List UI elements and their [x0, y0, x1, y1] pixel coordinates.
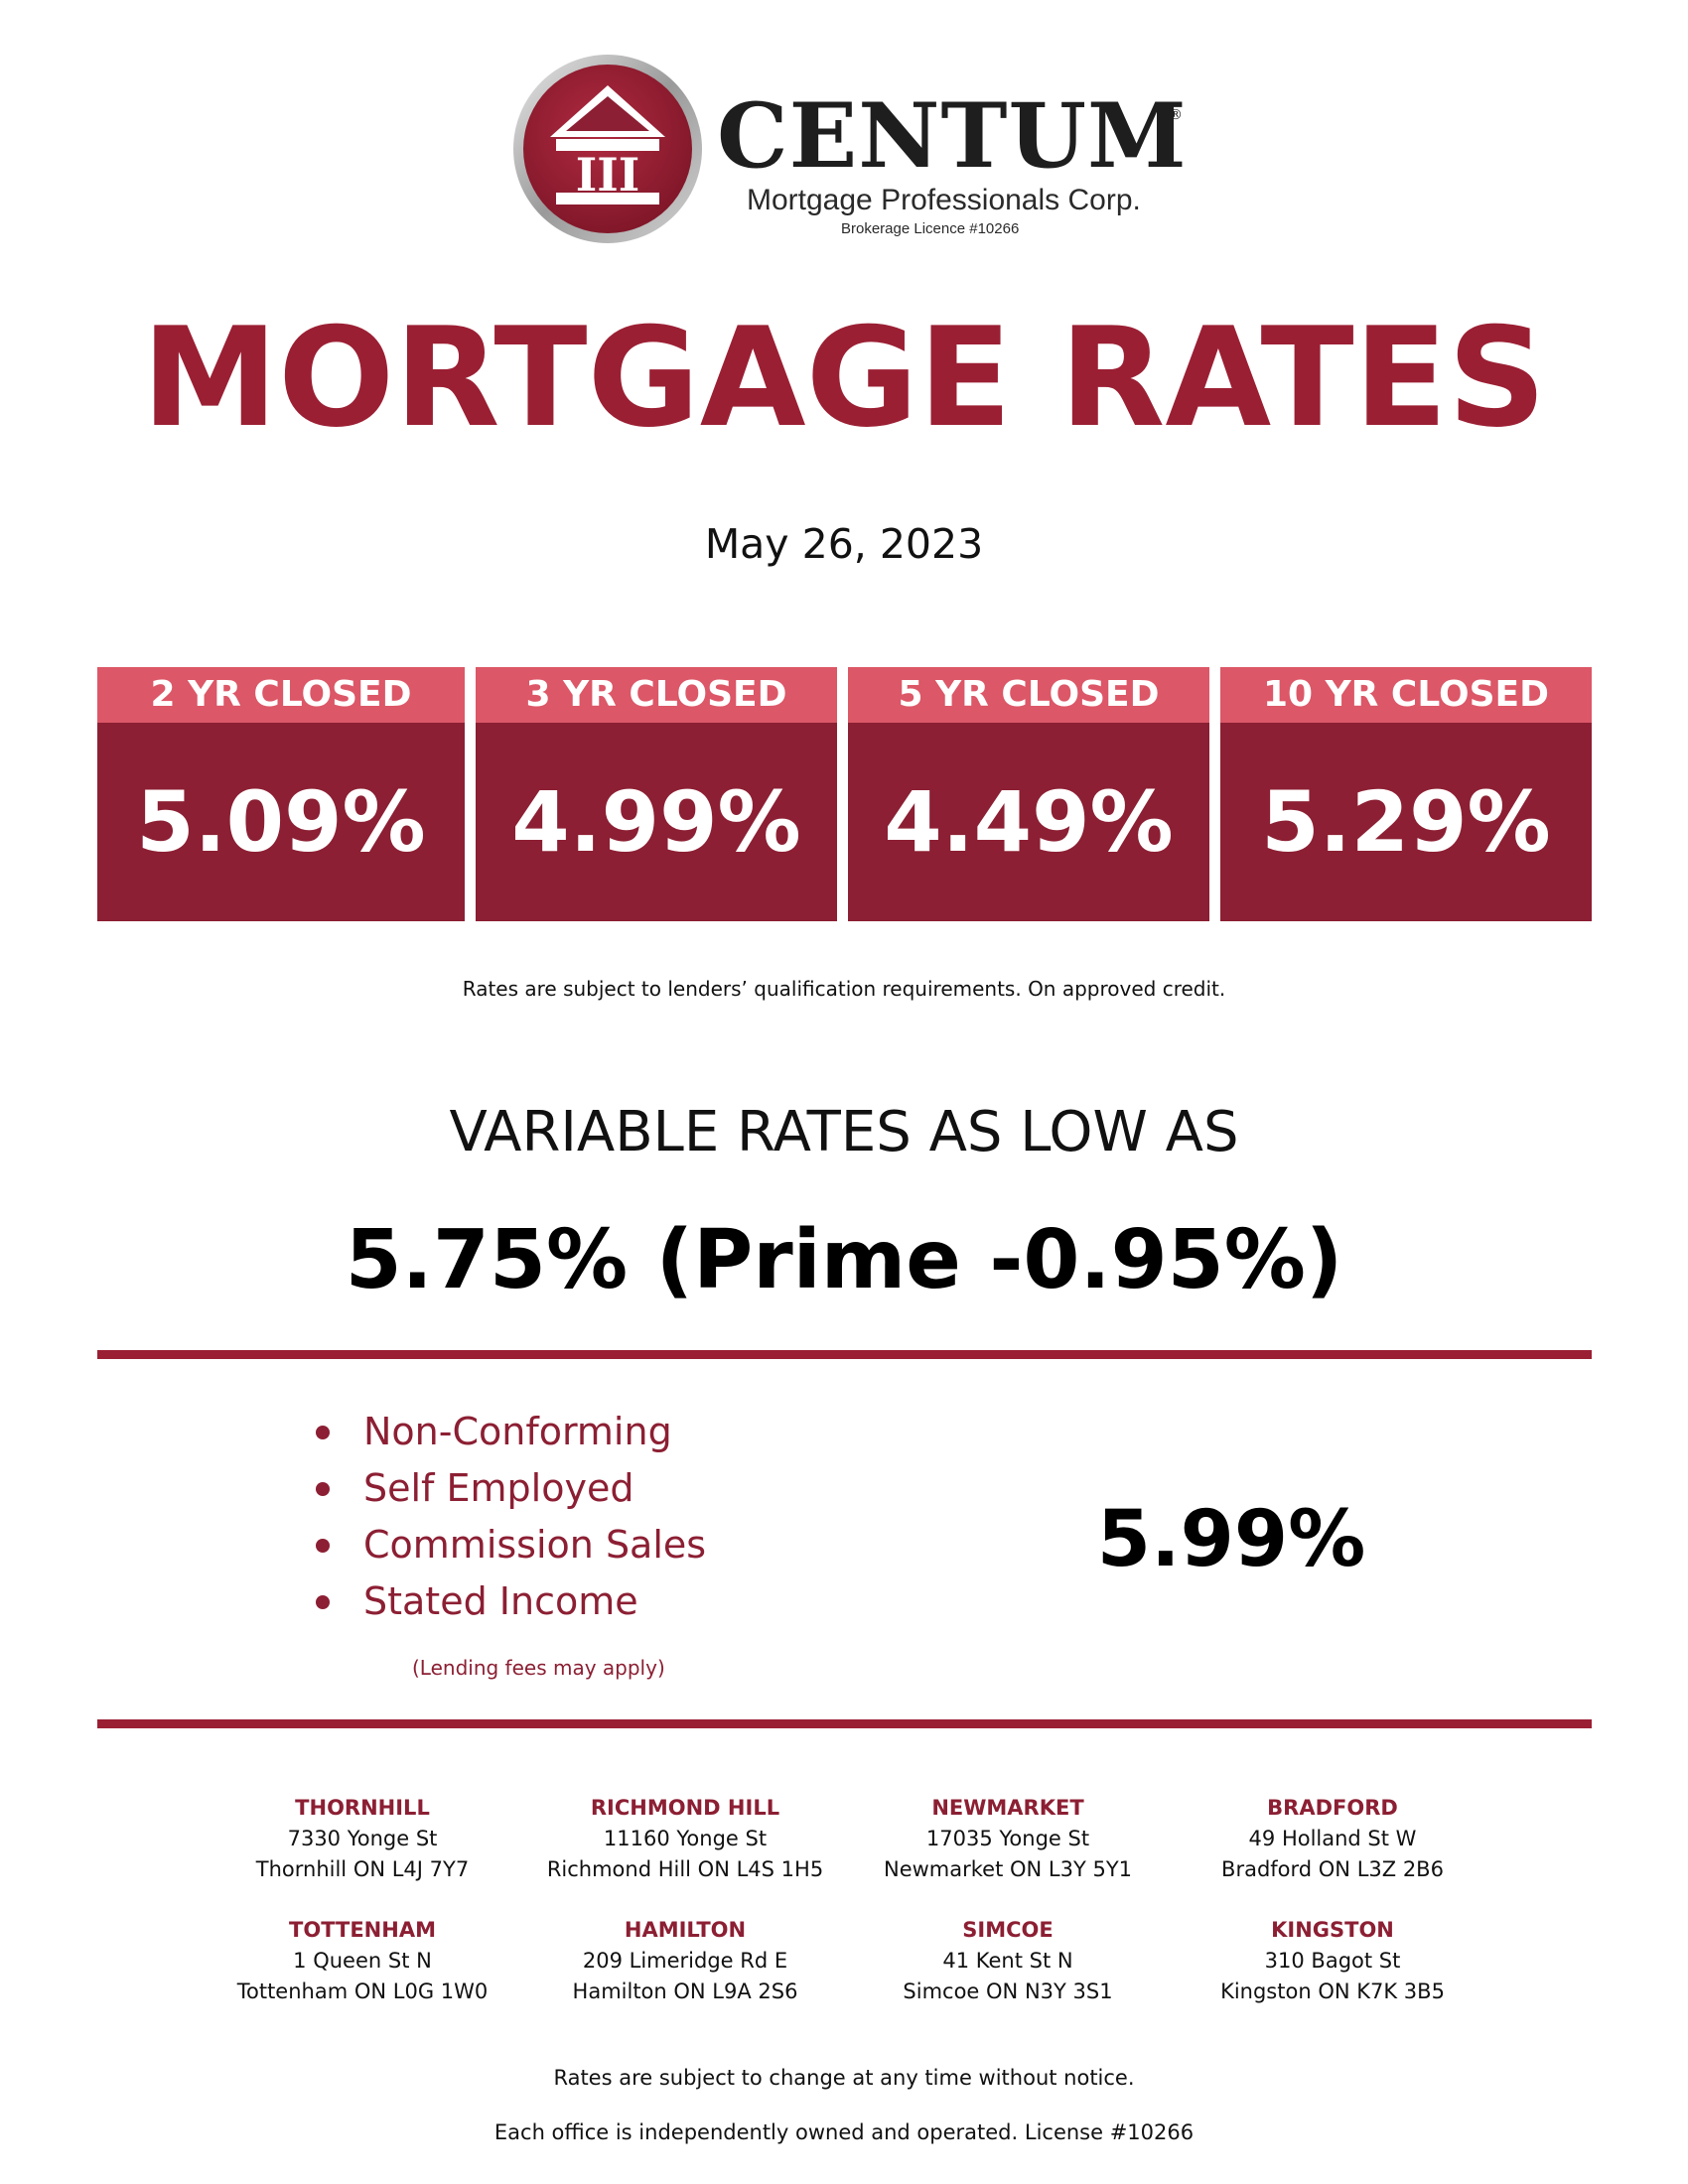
rate-card-10yr: 10 YR CLOSED 5.29%: [1220, 667, 1592, 921]
office-street: 1 Queen St N: [293, 1949, 432, 1973]
office-city: Hamilton ON L9A 2S6: [572, 1979, 798, 2003]
emblem-text: III: [576, 148, 640, 202]
ownership-notice: Each office is independently owned and o…: [493, 2120, 1195, 2144]
rate-value: 5.29%: [1261, 773, 1551, 871]
centum-logo: III CENTUM ® Mortgage Professionals Corp…: [508, 50, 1203, 248]
program-label: Stated Income: [363, 1579, 638, 1623]
office-street: 49 Holland St W: [1248, 1827, 1417, 1850]
program-label: Commission Sales: [363, 1523, 707, 1567]
program-label: Self Employed: [363, 1466, 634, 1510]
page-title: MORTGAGE RATES: [141, 298, 1547, 458]
office-street: 209 Limeridge Rd E: [582, 1949, 788, 1973]
office-name: THORNHILL: [295, 1796, 430, 1820]
office-city: Richmond Hill ON L4S 1H5: [546, 1857, 824, 1881]
office-tottenham: TOTTENHAM 1 Queen St N Tottenham ON L0G …: [194, 1915, 531, 2007]
program-label: Non-Conforming: [363, 1410, 672, 1453]
office-bradford: BRADFORD 49 Holland St W Bradford ON L3Z…: [1164, 1793, 1501, 1885]
special-program-rate: 5.99%: [1096, 1495, 1366, 1584]
rate-card-2yr: 2 YR CLOSED 5.09%: [97, 667, 465, 921]
rate-term: 5 YR CLOSED: [848, 667, 1209, 723]
rates-disclaimer: Rates are subject to lenders’ qualificat…: [462, 977, 1226, 1001]
brand-name: CENTUM: [717, 83, 1188, 189]
office-city: Tottenham ON L0G 1W0: [236, 1979, 489, 2003]
brand-subtitle: Mortgage Professionals Corp.: [747, 184, 1141, 216]
office-city: Thornhill ON L4J 7Y7: [255, 1857, 470, 1881]
variable-rates-heading: VARIABLE RATES AS LOW AS: [449, 1100, 1239, 1164]
office-street: 11160 Yonge St: [603, 1827, 768, 1850]
office-hamilton: HAMILTON 209 Limeridge Rd E Hamilton ON …: [516, 1915, 854, 2007]
rate-value: 4.49%: [884, 773, 1174, 871]
office-name: KINGSTON: [1271, 1918, 1394, 1942]
office-street: 41 Kent St N: [942, 1949, 1073, 1973]
office-name: RICHMOND HILL: [590, 1796, 780, 1820]
office-name: NEWMARKET: [931, 1796, 1084, 1820]
office-street: 7330 Yonge St: [287, 1827, 438, 1850]
rate-value: 5.09%: [136, 773, 426, 871]
list-item: Self Employed: [310, 1460, 706, 1517]
change-notice: Rates are subject to change at any time …: [553, 2066, 1135, 2090]
registered-mark: ®: [1169, 107, 1183, 123]
brokerage-licence: Brokerage Licence #10266: [841, 220, 1020, 237]
office-city: Simcoe ON N3Y 3S1: [903, 1979, 1113, 2003]
rate-card-3yr: 3 YR CLOSED 4.99%: [476, 667, 837, 921]
office-newmarket: NEWMARKET 17035 Yonge St Newmarket ON L3…: [839, 1793, 1177, 1885]
list-item: Non-Conforming: [310, 1404, 706, 1460]
divider: [97, 1719, 1592, 1728]
rate-term: 3 YR CLOSED: [476, 667, 837, 723]
office-city: Newmarket ON L3Y 5Y1: [883, 1857, 1133, 1881]
rate-term: 2 YR CLOSED: [97, 667, 465, 723]
office-street: 17035 Yonge St: [925, 1827, 1090, 1850]
list-item: Commission Sales: [310, 1517, 706, 1573]
building-emblem-icon: III: [513, 55, 702, 243]
bullet-icon: [316, 1482, 330, 1496]
divider: [97, 1350, 1592, 1359]
rate-value: 4.99%: [511, 773, 801, 871]
office-kingston: KINGSTON 310 Bagot St Kingston ON K7K 3B…: [1164, 1915, 1501, 2007]
rates-date: May 26, 2023: [704, 520, 984, 568]
special-programs-list: Non-Conforming Self Employed Commission …: [310, 1404, 706, 1630]
office-thornhill: THORNHILL 7330 Yonge St Thornhill ON L4J…: [194, 1793, 531, 1885]
bullet-icon: [316, 1539, 330, 1553]
office-name: TOTTENHAM: [289, 1918, 436, 1942]
office-simcoe: SIMCOE 41 Kent St N Simcoe ON N3Y 3S1: [839, 1915, 1177, 2007]
office-city: Kingston ON K7K 3B5: [1220, 1979, 1445, 2003]
list-item: Stated Income: [310, 1573, 706, 1630]
office-name: BRADFORD: [1267, 1796, 1398, 1820]
office-richmond-hill: RICHMOND HILL 11160 Yonge St Richmond Hi…: [516, 1793, 854, 1885]
office-name: HAMILTON: [624, 1918, 747, 1942]
office-name: SIMCOE: [962, 1918, 1054, 1942]
bullet-icon: [316, 1426, 330, 1439]
bullet-icon: [316, 1595, 330, 1609]
office-street: 310 Bagot St: [1264, 1949, 1401, 1973]
lending-fees-note: (Lending fees may apply): [412, 1656, 665, 1680]
office-city: Bradford ON L3Z 2B6: [1221, 1857, 1444, 1881]
rate-card-5yr: 5 YR CLOSED 4.49%: [848, 667, 1209, 921]
rate-term: 10 YR CLOSED: [1220, 667, 1592, 723]
variable-rate-value: 5.75% (Prime -0.95%): [345, 1213, 1343, 1307]
